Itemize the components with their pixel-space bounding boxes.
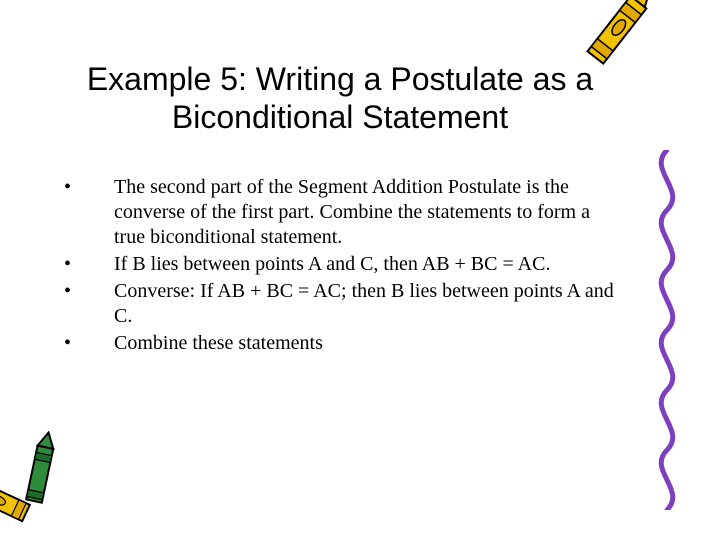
list-item-text: Converse: If AB + BC = AC; then B lies b…	[114, 279, 620, 329]
slide-title: Example 5: Writing a Postulate as a Bico…	[60, 60, 620, 137]
list-item: • If B lies between points A and C, then…	[60, 252, 620, 277]
list-item-text: Combine these statements	[114, 331, 620, 356]
squiggle-icon	[642, 150, 692, 515]
list-item: • The second part of the Segment Additio…	[60, 175, 620, 250]
bullet-glyph: •	[60, 252, 114, 277]
crayons-icon	[0, 431, 134, 540]
bullet-glyph: •	[60, 279, 114, 329]
list-item: • Converse: If AB + BC = AC; then B lies…	[60, 279, 620, 329]
bullet-glyph: •	[60, 175, 114, 250]
bullet-glyph: •	[60, 331, 114, 356]
body-text: • The second part of the Segment Additio…	[60, 175, 620, 358]
list-item-text: If B lies between points A and C, then A…	[114, 252, 620, 277]
list-item: • Combine these statements	[60, 331, 620, 356]
list-item-text: The second part of the Segment Addition …	[114, 175, 620, 250]
slide: Example 5: Writing a Postulate as a Bico…	[0, 0, 720, 540]
